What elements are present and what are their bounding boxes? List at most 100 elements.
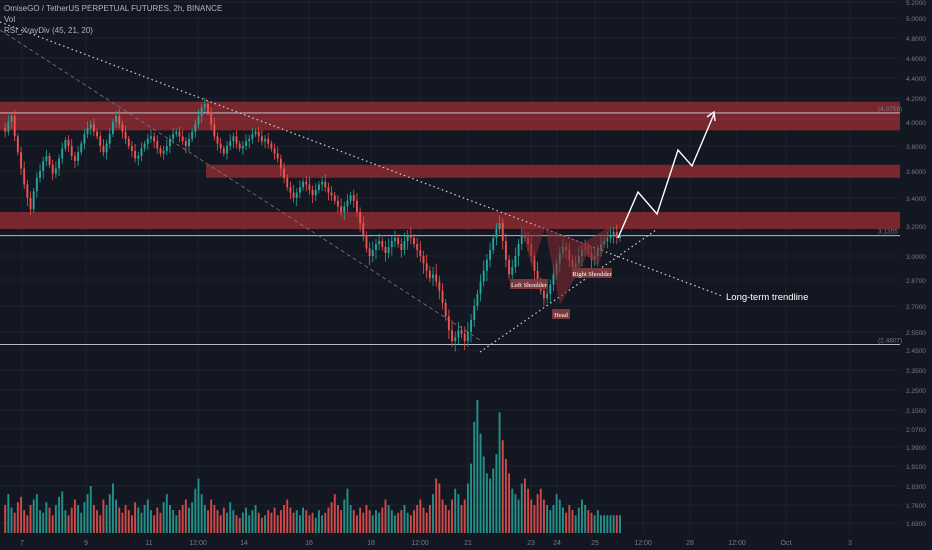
price-tick-label: 1.9100 xyxy=(906,464,926,471)
candle-body xyxy=(432,274,434,279)
volume-bar xyxy=(438,483,441,533)
candle-body xyxy=(124,131,127,139)
volume-bar xyxy=(533,505,536,533)
volume-bar xyxy=(460,505,463,533)
candle-body xyxy=(92,124,95,132)
candle-body xyxy=(111,122,114,134)
candle-body xyxy=(210,112,213,125)
projection-path[interactable] xyxy=(617,113,715,239)
volume-bar xyxy=(130,515,133,533)
volume-bar xyxy=(584,505,587,533)
volume-bar xyxy=(413,510,415,533)
price-tick-label: 3.6000 xyxy=(906,169,926,176)
volume-bar xyxy=(89,486,92,533)
candle-body xyxy=(219,143,222,149)
volume-bar xyxy=(558,499,561,533)
candle-body xyxy=(146,138,149,144)
volume-bar xyxy=(498,412,501,533)
candle-body xyxy=(89,124,92,128)
time-tick-label: 21 xyxy=(464,540,472,547)
price-line-label: (4.0758) xyxy=(878,106,902,113)
candle-body xyxy=(181,136,184,142)
volume-bar xyxy=(159,512,162,533)
volume-bar xyxy=(600,515,602,533)
candle-body xyxy=(495,229,498,238)
price-tick-label: 3.4000 xyxy=(906,196,926,203)
candle-body xyxy=(48,156,51,165)
candle-body xyxy=(536,270,539,282)
volume-bar xyxy=(26,515,29,533)
candle-body xyxy=(32,191,35,210)
candle-body xyxy=(463,333,466,341)
symbol-title[interactable]: OmiseGO / TetherUS PERPETUAL FUTURES, 2h… xyxy=(4,4,223,13)
candle-body xyxy=(39,171,41,178)
candle-body xyxy=(438,281,441,291)
candle-body xyxy=(45,156,48,161)
candle-body xyxy=(302,181,305,188)
volume-bar xyxy=(552,505,555,533)
volume-bar xyxy=(169,505,171,533)
volume-bar xyxy=(216,510,219,533)
time-axis[interactable]: 7 9 11 12:00 14 16 18 12:00 21 23 24 25 12:00 28 12:00… xyxy=(0,533,932,550)
volume-bar xyxy=(381,507,384,533)
volume-bar xyxy=(577,507,580,533)
candle-body xyxy=(270,143,273,149)
candle-body xyxy=(466,332,469,341)
price-axis[interactable]: 5.2000 5.0000 4.8000 4.6000 4.4000 4.2000 4.00… xyxy=(878,0,932,550)
right-shoulder-box xyxy=(572,268,612,278)
volume-indicator-label[interactable]: Vol xyxy=(4,15,16,24)
volume-bar xyxy=(13,512,16,533)
trendline-label: Long-term trendline xyxy=(726,292,808,303)
volume-bar xyxy=(184,499,187,533)
volume-bar xyxy=(511,488,514,533)
candle-body xyxy=(400,244,403,250)
candle-body xyxy=(324,181,327,188)
lower-channel-line[interactable] xyxy=(0,29,481,341)
volume-bar xyxy=(406,512,409,533)
volume-bar xyxy=(565,512,568,533)
volume-bar xyxy=(29,505,32,533)
price-tick-label: 4.0000 xyxy=(906,120,926,127)
candle-body xyxy=(203,104,206,108)
candle-body xyxy=(229,141,232,146)
candle-body xyxy=(83,134,86,144)
rsi-indicator-label[interactable]: RSI_XrayDiv (45, 21, 20) xyxy=(4,26,93,35)
candle-body xyxy=(552,274,555,285)
price-tick-label: 4.2000 xyxy=(906,96,926,103)
volume-bar xyxy=(64,510,67,533)
price-tick-label: 4.8000 xyxy=(906,36,926,43)
volume-bar xyxy=(596,510,599,533)
volume-bar xyxy=(590,512,593,533)
candle-body xyxy=(127,138,130,146)
head-box xyxy=(552,309,570,319)
candle-body xyxy=(375,244,377,250)
price-tick-label: 1.6900 xyxy=(906,521,926,528)
volume-bar xyxy=(384,499,387,533)
volume-bar xyxy=(365,505,368,533)
volume-bar xyxy=(428,505,431,533)
volume-bar xyxy=(409,515,412,533)
volume-bars xyxy=(4,400,621,533)
time-tick-label: 12:00 xyxy=(728,540,746,547)
candle-body xyxy=(29,198,32,210)
volume-bar xyxy=(609,515,612,533)
candle-body xyxy=(311,189,314,196)
price-tick-label: 2.8700 xyxy=(906,278,926,285)
volume-bar xyxy=(492,468,495,533)
volume-bar xyxy=(137,507,140,533)
time-tick-label: 11 xyxy=(145,540,152,547)
price-tick-label: 4.4000 xyxy=(906,76,926,83)
volume-bar xyxy=(200,494,203,533)
candle-body xyxy=(194,124,197,132)
volume-bar xyxy=(387,505,390,533)
volume-bar xyxy=(523,478,526,533)
time-tick-label: 9 xyxy=(84,540,88,547)
volume-bar xyxy=(473,421,476,533)
candle-body xyxy=(384,247,387,253)
candle-body xyxy=(352,195,355,201)
candle-body xyxy=(349,195,352,201)
volume-bar xyxy=(191,502,194,533)
candle-body xyxy=(20,152,22,169)
horizontal-lines xyxy=(0,112,900,345)
